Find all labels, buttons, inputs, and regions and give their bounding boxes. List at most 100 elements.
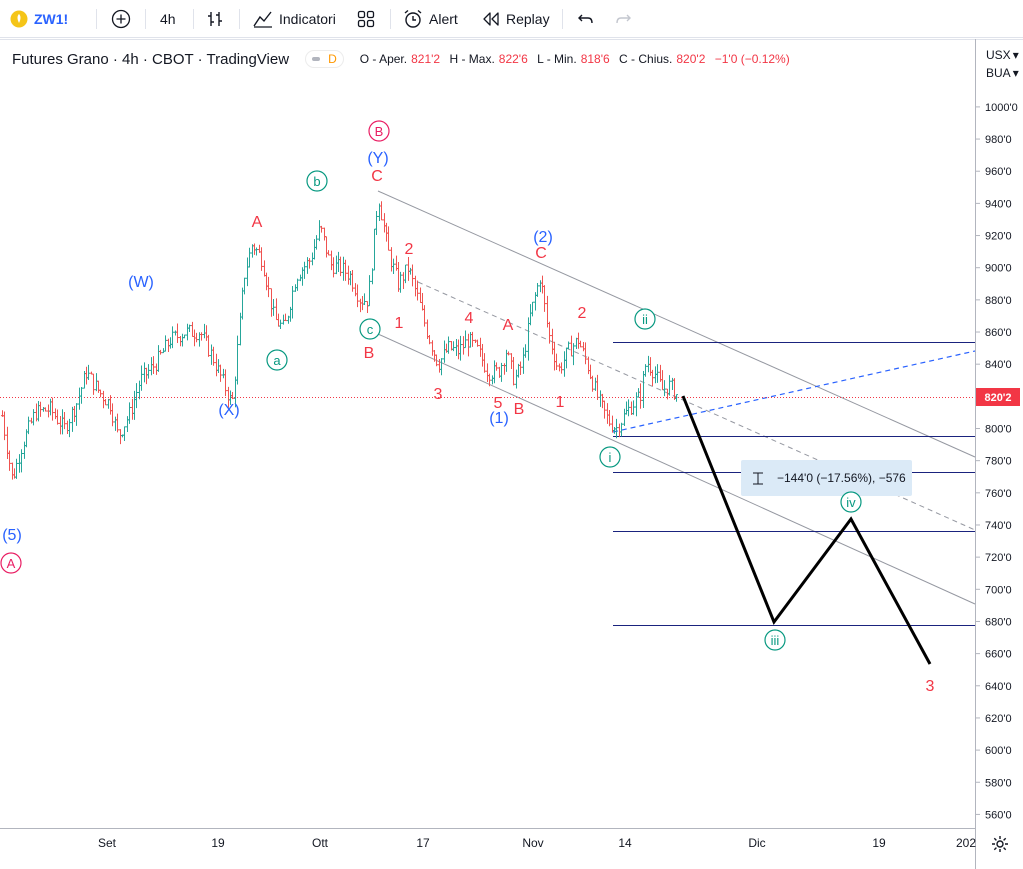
chart-settings-button[interactable] [990, 834, 1010, 859]
ohlc-values: O - Aper. 821'2 H - Max. 822'6 L - Min. 818… [360, 52, 790, 66]
wave-label[interactable]: A [252, 214, 263, 231]
close-label: C - Chius. [619, 52, 673, 66]
price-tick-label: 1000'0 [985, 102, 1018, 114]
wave-label[interactable]: 2 [405, 241, 414, 258]
wave-label[interactable]: i [609, 450, 612, 465]
time-tick-label: 19 [211, 836, 225, 850]
wave-label[interactable]: 1 [395, 315, 404, 332]
interval-button[interactable]: 4h [160, 0, 176, 38]
wave-label[interactable]: (X) [218, 402, 239, 419]
wave-label[interactable]: B [375, 124, 384, 139]
wave-label[interactable]: 1 [556, 394, 565, 411]
price-tick-label: 640'0 [985, 681, 1012, 693]
wave-label[interactable]: (5) [2, 527, 22, 544]
wave-label[interactable]: C [371, 168, 383, 185]
undo-icon [577, 11, 595, 27]
wave-label[interactable]: ii [642, 312, 648, 327]
redo-button[interactable] [614, 0, 632, 38]
low-value: 818'6 [580, 52, 610, 66]
wave-label[interactable]: b [313, 174, 320, 189]
interval-label: 4h [160, 11, 176, 27]
time-axis-labels: Set 19 Ott 17 Nov 14 Dic 19 202 [98, 836, 976, 850]
wave-label-circle [368, 120, 390, 142]
wave-label[interactable]: C [535, 245, 547, 262]
channel-upper-line[interactable] [377, 190, 976, 458]
currency-selector[interactable]: USX ▾ [986, 46, 1019, 64]
data-status-badge[interactable]: D [305, 50, 344, 68]
measure-icon [753, 472, 763, 485]
time-tick-label: 17 [416, 836, 430, 850]
toolbar-divider [96, 9, 97, 29]
price-tick-label: 940'0 [985, 198, 1012, 210]
time-tick-label: Dic [748, 836, 765, 850]
wave-label[interactable]: B [514, 401, 525, 418]
price-tick-label: 620'0 [985, 713, 1012, 725]
blue-trend-ray[interactable] [612, 350, 976, 433]
layouts-icon [357, 10, 375, 28]
price-tick-label: 840'0 [985, 359, 1012, 371]
time-tick-label: Ott [312, 836, 329, 850]
chart-title[interactable]: Futures Grano · 4h · CBOT · TradingView [12, 50, 290, 68]
channel-lower-line[interactable] [377, 333, 976, 605]
toolbar-divider [562, 9, 563, 29]
measure-text: −144'0 (−17.56%), −576 [777, 471, 906, 485]
undo-button[interactable] [577, 0, 595, 38]
wave-label[interactable]: A [7, 556, 16, 571]
measure-tooltip[interactable]: −144'0 (−17.56%), −576 [741, 460, 912, 496]
price-tick-label: 900'0 [985, 263, 1012, 275]
price-tick-label: 800'0 [985, 424, 1012, 436]
measure-tooltip-bg [741, 460, 912, 496]
wave-label-circle [634, 308, 656, 330]
price-tick-label: 660'0 [985, 649, 1012, 661]
add-symbol-button[interactable] [111, 0, 131, 38]
price-tick-label: 560'0 [985, 809, 1012, 821]
wave-label[interactable]: 3 [926, 678, 935, 695]
wave-label[interactable]: (W) [128, 274, 154, 291]
price-tick-label: 720'0 [985, 552, 1012, 564]
layouts-button[interactable] [357, 0, 375, 38]
price-tick-label: 920'0 [985, 231, 1012, 243]
bar-style-button[interactable] [206, 0, 224, 38]
wave-label[interactable]: 4 [465, 310, 474, 327]
time-tick-label: 19 [872, 836, 886, 850]
wave-label[interactable]: 3 [434, 386, 443, 403]
top-toolbar: ZW1! 4h Indicatori Alert [0, 0, 1023, 38]
projection-path[interactable] [681, 395, 932, 665]
change-value: −1'0 (−0.12%) [714, 52, 790, 66]
price-tick-label: 580'0 [985, 777, 1012, 789]
toolbar-divider [390, 9, 391, 29]
wave-label[interactable]: (Y) [367, 150, 388, 167]
alert-button[interactable]: Alert [403, 0, 458, 38]
wave-label[interactable]: B [364, 345, 375, 362]
wave-label[interactable]: 5 [494, 395, 503, 412]
indicators-button[interactable]: Indicatori [253, 0, 336, 38]
wave-label[interactable]: 2 [578, 305, 587, 322]
high-label: H - Max. [449, 52, 495, 66]
redo-icon [614, 11, 632, 27]
wave-label[interactable]: A [503, 317, 514, 334]
wave-label[interactable]: iii [771, 633, 780, 648]
current-price-value: 820'2 [984, 392, 1011, 404]
wave-label[interactable]: (1) [489, 410, 509, 427]
wave-label-circle [266, 349, 288, 371]
price-axis-labels: 1000'0 980'0 960'0 940'0 920'0 900'0 880'0 860'… [985, 102, 1018, 822]
wave-label[interactable]: c [367, 322, 374, 337]
bar-style-icon [206, 10, 224, 28]
wave-label[interactable]: iv [846, 495, 856, 510]
symbol-search-button[interactable]: ZW1! [10, 0, 68, 38]
wave-label[interactable]: (2) [533, 229, 553, 246]
time-tick-label: Set [98, 836, 117, 850]
wave-label[interactable]: a [273, 353, 281, 368]
alert-icon [403, 9, 423, 29]
time-tick-label: 14 [618, 836, 632, 850]
status-dot-icon [312, 57, 321, 61]
chart-legend: Futures Grano · 4h · CBOT · TradingView … [0, 40, 790, 78]
replay-icon [482, 11, 500, 27]
unit-selector[interactable]: BUA ▾ [986, 64, 1019, 82]
price-scale-settings: USX ▾ BUA ▾ [986, 46, 1019, 82]
price-tick-label: 700'0 [985, 584, 1012, 596]
replay-button[interactable]: Replay [482, 0, 550, 38]
wave-label-circle [840, 491, 862, 513]
